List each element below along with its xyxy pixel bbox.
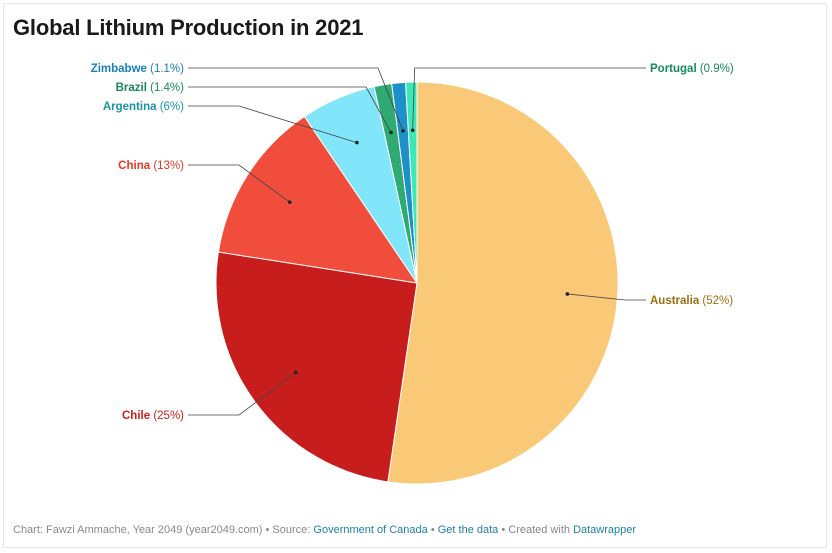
- slice-label-value: (6%): [157, 101, 185, 113]
- slice-label-name: Brazil: [116, 82, 147, 94]
- slice-label-name: Australia: [650, 295, 700, 307]
- leader-dot-china: [287, 200, 292, 204]
- slice-label-china: China (13%): [118, 160, 184, 172]
- slice-label-value: (52%): [699, 295, 733, 307]
- slice-label-zimbabwe: Zimbabwe (1.1%): [91, 63, 184, 75]
- slice-label-name: Chile: [122, 410, 150, 422]
- source-link[interactable]: Government of Canada: [313, 524, 428, 536]
- datawrapper-link[interactable]: Datawrapper: [573, 524, 637, 536]
- pie-chart: Australia (52%) Chile (25%) China (13%) Arg…: [91, 63, 734, 485]
- leader-dot-australia: [565, 292, 570, 296]
- footer-separator: •: [427, 524, 438, 536]
- footer-separator: • Source:: [262, 524, 314, 536]
- leader-dot-portugal: [410, 128, 415, 133]
- slice-label-value: (1.1%): [147, 63, 184, 75]
- slice-label-chile: Chile (25%): [122, 410, 184, 422]
- slice-labels: Australia (52%) Chile (25%) China (13%) Arg…: [91, 63, 734, 422]
- slice-label-name: China: [118, 160, 151, 172]
- leader-dot-chile: [293, 370, 298, 375]
- slice-label-value: (25%): [150, 410, 184, 422]
- slice-label-value: (13%): [150, 160, 184, 172]
- leader-line-chile: [188, 372, 296, 416]
- slice-label-brazil: Brazil (1.4%): [116, 82, 185, 94]
- slice-label-portugal: Portugal (0.9%): [650, 63, 734, 75]
- leader-line-argentina: [188, 105, 357, 143]
- leader-line-australia: [567, 293, 646, 301]
- slice-label-value: (0.9%): [697, 63, 734, 75]
- leader-dot-argentina: [355, 140, 359, 145]
- slice-label-name: Portugal: [650, 63, 697, 75]
- leader-line-zimbabwe: [188, 67, 404, 132]
- get-data-link[interactable]: Get the data: [437, 524, 499, 536]
- slice-label-value: (1.4%): [147, 82, 184, 94]
- leader-dot-zimbabwe: [401, 129, 405, 133]
- footer-credit: Chart: Fawzi Ammache, Year 2049 (year204…: [13, 524, 263, 536]
- chart-footer: Chart: Fawzi Ammache, Year 2049 (year204…: [13, 524, 636, 536]
- leader-line-portugal: [412, 67, 646, 131]
- leader-line-china: [188, 164, 290, 203]
- leader-line-brazil: [188, 86, 392, 133]
- leader-dot-brazil: [389, 130, 393, 135]
- pie-slice-chile[interactable]: [215, 251, 418, 483]
- pie-slice-portugal[interactable]: [405, 81, 418, 284]
- slice-label-australia: Australia (52%): [650, 295, 733, 307]
- pie-slices: [215, 81, 619, 485]
- footer-separator: • Created with: [498, 524, 574, 536]
- slice-label-argentina: Argentina (6%): [103, 101, 184, 113]
- slice-label-name: Zimbabwe: [91, 63, 147, 75]
- pie-slice-australia[interactable]: [387, 81, 619, 485]
- chart-title: Global Lithium Production in 2021: [13, 15, 364, 40]
- slice-label-name: Argentina: [103, 101, 157, 113]
- leader-lines: [188, 67, 646, 416]
